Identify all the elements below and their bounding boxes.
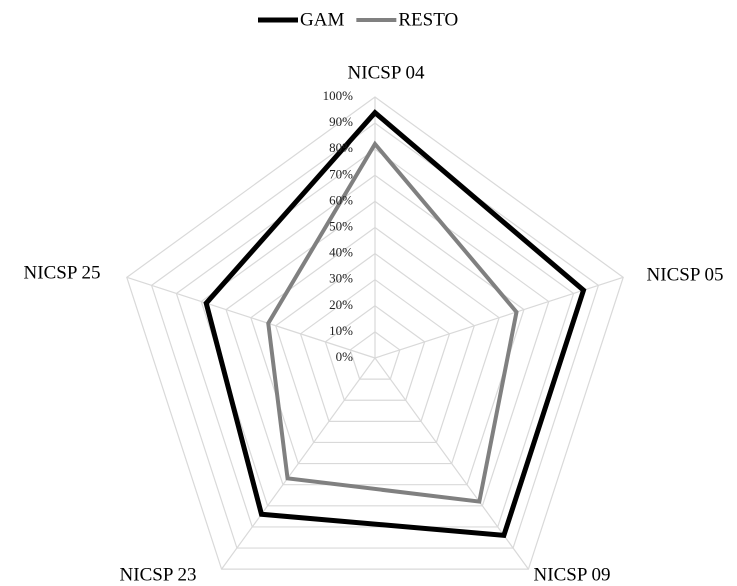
r-tick-label: 10% xyxy=(329,323,353,338)
grid-ring xyxy=(200,174,550,507)
grid-ring xyxy=(275,252,475,444)
grid-ring xyxy=(250,226,500,465)
axis-label: NICSP 05 xyxy=(647,264,724,285)
spoke xyxy=(221,357,376,570)
grid-ring xyxy=(175,148,575,528)
grid-ring xyxy=(324,305,426,401)
r-tick-label: 100% xyxy=(323,88,354,103)
grid-ring xyxy=(126,96,624,570)
r-tick-label: 50% xyxy=(329,218,353,233)
r-tick-label: 80% xyxy=(329,140,353,155)
legend-label: RESTO xyxy=(398,9,458,30)
axis-label: NICSP 04 xyxy=(348,62,425,83)
r-tick-label: 40% xyxy=(329,245,353,260)
axis-label: NICSP 09 xyxy=(534,564,611,585)
r-tick-label: 20% xyxy=(329,297,353,312)
axis-label: NICSP 25 xyxy=(24,262,101,283)
legend-label: GAM xyxy=(300,9,344,30)
series-line xyxy=(203,109,587,539)
axis-label: NICSP 23 xyxy=(120,564,197,585)
grid-ring xyxy=(349,331,401,380)
r-tick-label: 90% xyxy=(329,114,353,129)
spoke xyxy=(126,276,376,359)
r-tick-label: 70% xyxy=(329,166,353,181)
r-tick-label: 0% xyxy=(336,349,354,364)
grid-ring xyxy=(150,122,600,549)
grid-ring xyxy=(299,278,451,422)
r-tick-label: 30% xyxy=(329,271,353,286)
series-line xyxy=(266,140,519,504)
r-tick-label: 60% xyxy=(329,192,353,207)
